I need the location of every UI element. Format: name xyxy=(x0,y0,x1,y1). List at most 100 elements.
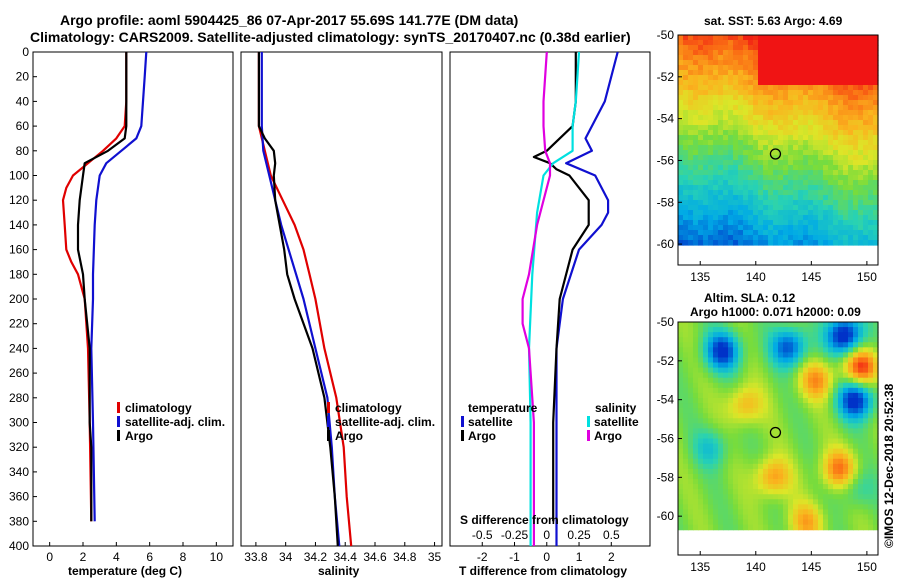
heatmap-cell xyxy=(808,448,814,455)
heatmap-cell xyxy=(838,423,844,429)
heatmap-cell xyxy=(813,489,819,495)
heatmap-cell xyxy=(728,95,734,101)
heatmap-cell xyxy=(828,428,834,435)
heatmap-cell xyxy=(778,377,784,384)
heatmap-cell xyxy=(788,115,794,121)
heatmap-cell xyxy=(873,372,879,379)
heatmap-cell xyxy=(788,519,794,526)
legend-swatch-argo xyxy=(117,430,120,441)
heatmap-cell xyxy=(793,392,799,399)
heatmap-cell xyxy=(738,514,744,521)
heatmap-cell xyxy=(758,473,764,480)
heatmap-cell xyxy=(873,110,879,116)
heatmap-cell xyxy=(863,413,869,419)
heatmap-cell xyxy=(793,509,799,516)
heatmap-cell xyxy=(818,377,824,384)
heatmap-cell xyxy=(803,397,809,404)
heatmap-cell xyxy=(803,145,809,151)
heatmap-cell xyxy=(863,40,869,46)
heatmap-cell xyxy=(703,175,709,181)
heatmap-cell xyxy=(723,347,729,353)
heatmap-cell xyxy=(773,160,779,166)
heatmap-cell xyxy=(823,35,829,41)
heatmap-cell xyxy=(703,372,709,379)
heatmap-cell xyxy=(813,235,819,241)
heatmap-cell xyxy=(823,170,829,176)
heatmap-cell xyxy=(808,230,814,236)
heatmap-cell xyxy=(798,504,804,511)
heatmap-cell xyxy=(813,105,819,111)
heatmap-cell xyxy=(783,428,789,435)
heatmap-cell xyxy=(693,65,699,71)
heatmap-cell xyxy=(748,438,754,445)
heatmap-cell xyxy=(758,215,764,221)
heatmap-cell xyxy=(753,135,759,141)
heatmap-cell xyxy=(763,190,769,196)
heatmap-cell xyxy=(683,489,689,495)
heatmap-cell xyxy=(803,387,809,394)
heatmap-cell xyxy=(738,35,744,41)
heatmap-cell xyxy=(723,372,729,379)
heatmap-cell xyxy=(773,55,779,61)
heatmap-cell xyxy=(828,337,834,343)
heatmap-cell xyxy=(703,479,709,485)
heatmap-cell xyxy=(873,55,879,61)
heatmap-cell xyxy=(698,468,704,475)
heatmap-cell xyxy=(778,185,784,191)
x-tick-label: 0 xyxy=(46,550,53,564)
heatmap-cell xyxy=(823,479,829,485)
heatmap-cell xyxy=(738,463,744,470)
heatmap-cell xyxy=(708,332,714,338)
heatmap-cell xyxy=(873,322,879,328)
heatmap-cell xyxy=(708,357,714,364)
heatmap-cell xyxy=(758,120,764,126)
heatmap-cell xyxy=(773,479,779,485)
heatmap-cell xyxy=(768,342,774,348)
heatmap-cell xyxy=(763,170,769,176)
heatmap-cell xyxy=(808,509,814,516)
y-tick-label: -54 xyxy=(657,393,675,407)
heatmap-cell xyxy=(838,240,844,246)
heatmap-cell xyxy=(853,120,859,126)
heatmap-cell xyxy=(743,160,749,166)
heatmap-cell xyxy=(873,205,879,211)
heatmap-cell xyxy=(758,453,764,460)
heatmap-cell xyxy=(718,105,724,111)
heatmap-cell xyxy=(733,225,739,231)
heatmap-cell xyxy=(853,175,859,181)
heatmap-cell xyxy=(838,215,844,221)
heatmap-cell xyxy=(693,357,699,364)
heatmap-cell xyxy=(863,80,869,86)
heatmap-cell xyxy=(853,337,859,343)
heatmap-cell xyxy=(743,140,749,146)
heatmap-cell xyxy=(788,403,794,409)
heatmap-cell xyxy=(733,55,739,61)
heatmap-cell xyxy=(863,332,869,338)
heatmap-cell xyxy=(718,352,724,359)
heatmap-cell xyxy=(818,524,824,531)
heatmap-cell xyxy=(843,509,849,516)
heatmap-cell xyxy=(868,95,874,101)
heatmap-cell xyxy=(688,524,694,531)
heatmap-cell xyxy=(713,60,719,66)
heatmap-cell xyxy=(688,175,694,181)
heatmap-cell xyxy=(833,322,839,328)
heatmap-cell xyxy=(688,494,694,500)
heatmap-cell xyxy=(708,489,714,495)
heatmap-cell xyxy=(753,433,759,440)
heatmap-cell xyxy=(813,90,819,96)
heatmap-cell xyxy=(823,489,829,495)
heatmap-cell xyxy=(858,195,864,201)
heatmap-cell xyxy=(833,100,839,106)
legend-label-argo: Argo xyxy=(335,429,363,443)
heatmap-cell xyxy=(838,235,844,241)
heatmap-cell xyxy=(818,190,824,196)
heatmap-cell xyxy=(848,387,854,394)
heatmap-cell xyxy=(698,463,704,470)
heatmap-cell xyxy=(733,200,739,206)
x-tick-label: 10 xyxy=(210,550,224,564)
heatmap-cell xyxy=(798,413,804,419)
heatmap-cell xyxy=(818,155,824,161)
heatmap-cell xyxy=(678,372,684,379)
legend-label-satellite: satellite-adj. clim. xyxy=(335,415,435,429)
